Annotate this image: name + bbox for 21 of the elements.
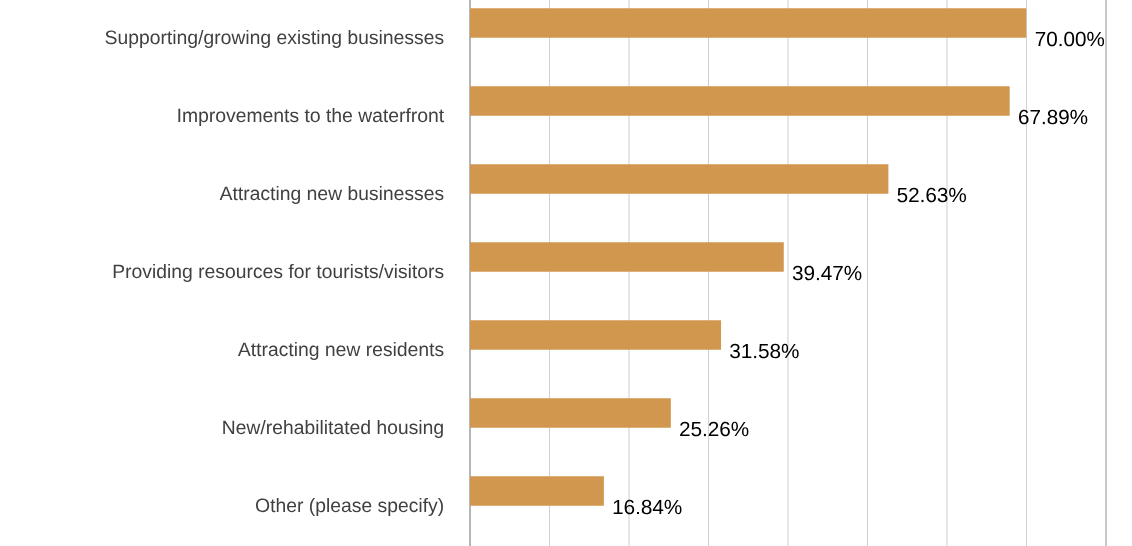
bar [470, 242, 784, 272]
data-label: 70.00% [1035, 31, 1105, 47]
y-tick-label: Improvements to the waterfront [178, 107, 444, 127]
y-tick-label: New/rehabilitated housing [223, 419, 443, 439]
data-label: 25.26% [680, 421, 749, 437]
data-label: 67.89% [1019, 109, 1088, 125]
y-tick-label: Attracting new businesses [219, 185, 444, 205]
bar [470, 476, 604, 506]
bar [470, 398, 671, 428]
y-tick-label: Supporting/growing existing businesses [105, 30, 444, 49]
bar [470, 320, 722, 350]
data-label: 52.63% [897, 187, 966, 203]
y-tick-label: Other (please specify) [255, 497, 443, 517]
y-tick-label: Attracting new residents [237, 341, 444, 361]
bar [470, 86, 1010, 116]
data-label: 31.58% [730, 343, 799, 359]
y-tick-label: Providing resources for tourists/visitors [113, 263, 444, 283]
data-label: 16.84% [613, 499, 682, 515]
bar [470, 164, 889, 194]
data-label: 39.47% [792, 265, 862, 281]
bar [470, 8, 1027, 38]
